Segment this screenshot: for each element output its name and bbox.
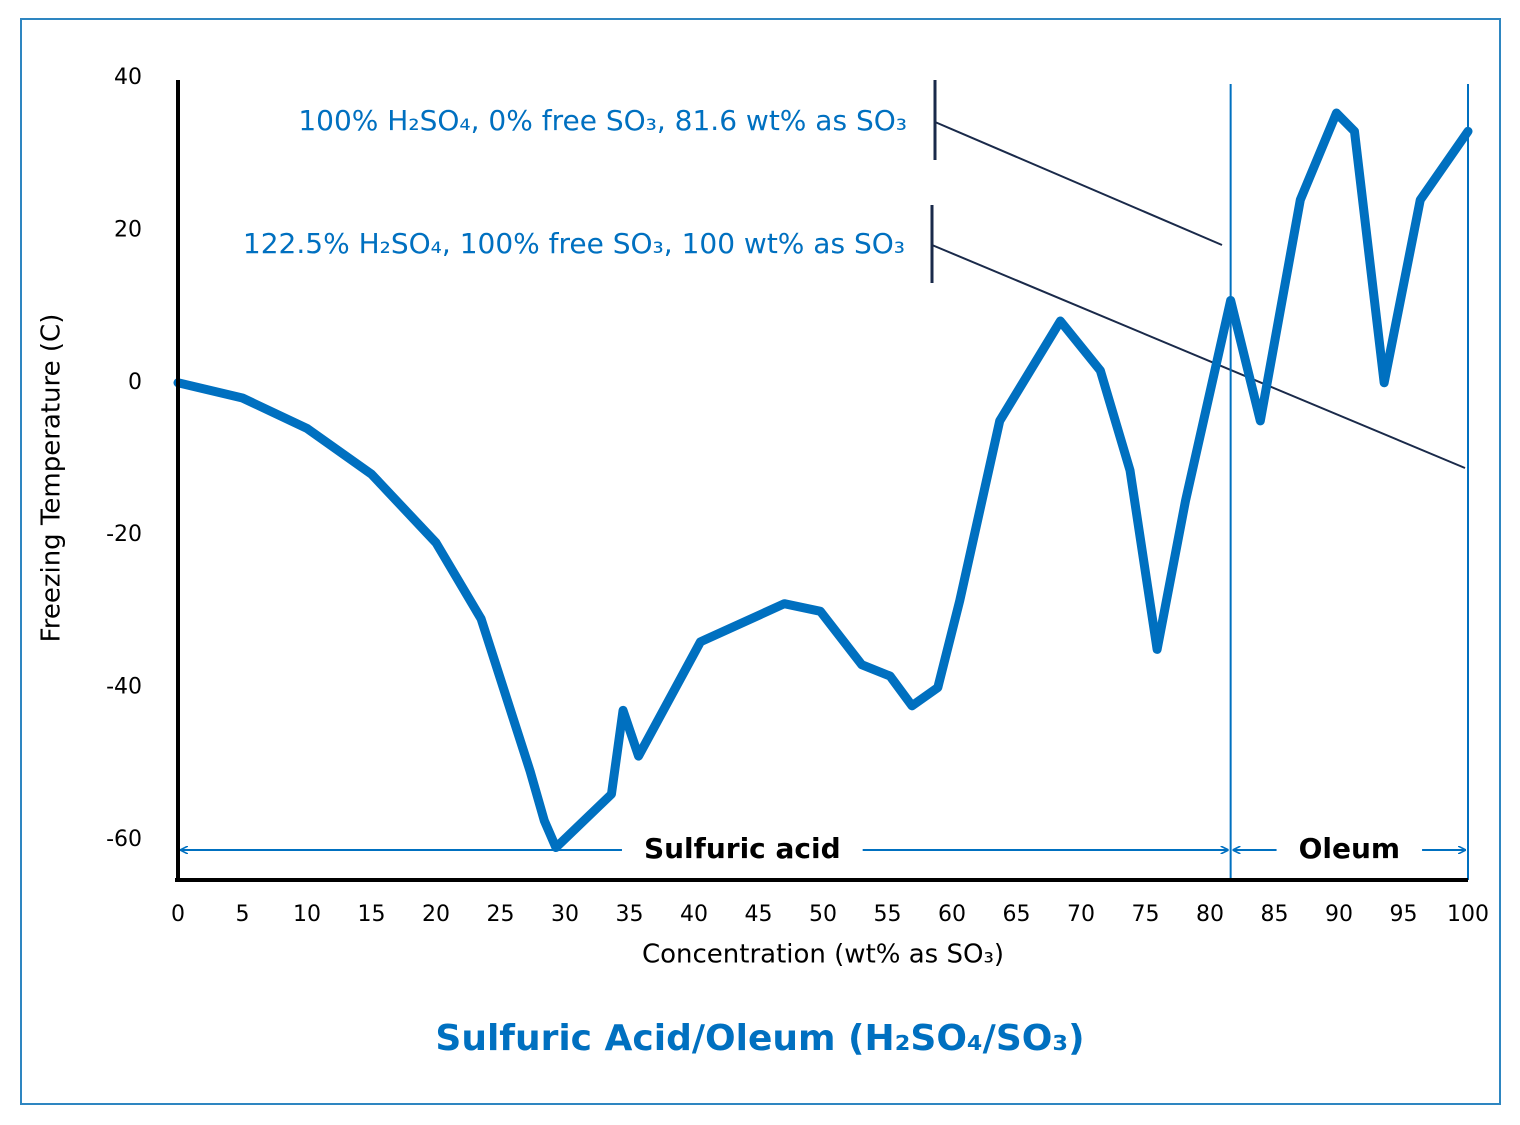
- x-tick-label: 0: [171, 902, 185, 927]
- x-tick-label: 80: [1196, 902, 1224, 927]
- leader-line: [934, 121, 1223, 246]
- leader-line: [931, 244, 1466, 469]
- x-tick-label: 60: [938, 902, 966, 927]
- annotation: 100% H₂SO₄, 0% free SO₃, 81.6 wt% as SO₃: [298, 104, 907, 137]
- x-tick-label: 85: [1261, 902, 1289, 927]
- x-tick-label: 55: [874, 902, 902, 927]
- x-tick-label: 25: [487, 902, 515, 927]
- region-label: Oleum: [1299, 832, 1401, 865]
- x-tick-label: 30: [551, 902, 579, 927]
- y-axis-label: Freezing Temperature (C): [37, 314, 67, 643]
- annotation: 122.5% H₂SO₄, 100% free SO₃, 100 wt% as …: [243, 227, 905, 260]
- x-tick-label: 15: [358, 902, 386, 927]
- y-tick-label: -20: [106, 522, 142, 547]
- x-tick-label: 5: [236, 902, 250, 927]
- x-tick-label: 45: [745, 902, 773, 927]
- x-tick-label: 100: [1447, 902, 1489, 927]
- x-tick-label: 20: [422, 902, 450, 927]
- y-tick-label: 0: [128, 370, 142, 395]
- x-tick-label: 95: [1390, 902, 1418, 927]
- y-tick-label: 20: [114, 217, 142, 242]
- region-label: Sulfuric acid: [644, 832, 841, 865]
- x-tick-label: 35: [616, 902, 644, 927]
- chart-title: Sulfuric Acid/Oleum (H₂SO₄/SO₃): [435, 1018, 1084, 1059]
- x-tick-label: 90: [1325, 902, 1353, 927]
- y-tick-label: -60: [106, 827, 142, 852]
- x-tick-label: 50: [809, 902, 837, 927]
- x-tick-label: 75: [1132, 902, 1160, 927]
- x-tick-label: 10: [293, 902, 321, 927]
- x-axis-label: Concentration (wt% as SO₃): [642, 940, 1004, 970]
- y-tick-label: -40: [106, 675, 142, 700]
- x-tick-label: 70: [1067, 902, 1095, 927]
- x-tick-label: 65: [1003, 902, 1031, 927]
- frame: [20, 18, 1501, 1105]
- y-tick-label: 40: [114, 65, 142, 90]
- data-line: [173, 108, 1473, 853]
- x-tick-label: 40: [680, 902, 708, 927]
